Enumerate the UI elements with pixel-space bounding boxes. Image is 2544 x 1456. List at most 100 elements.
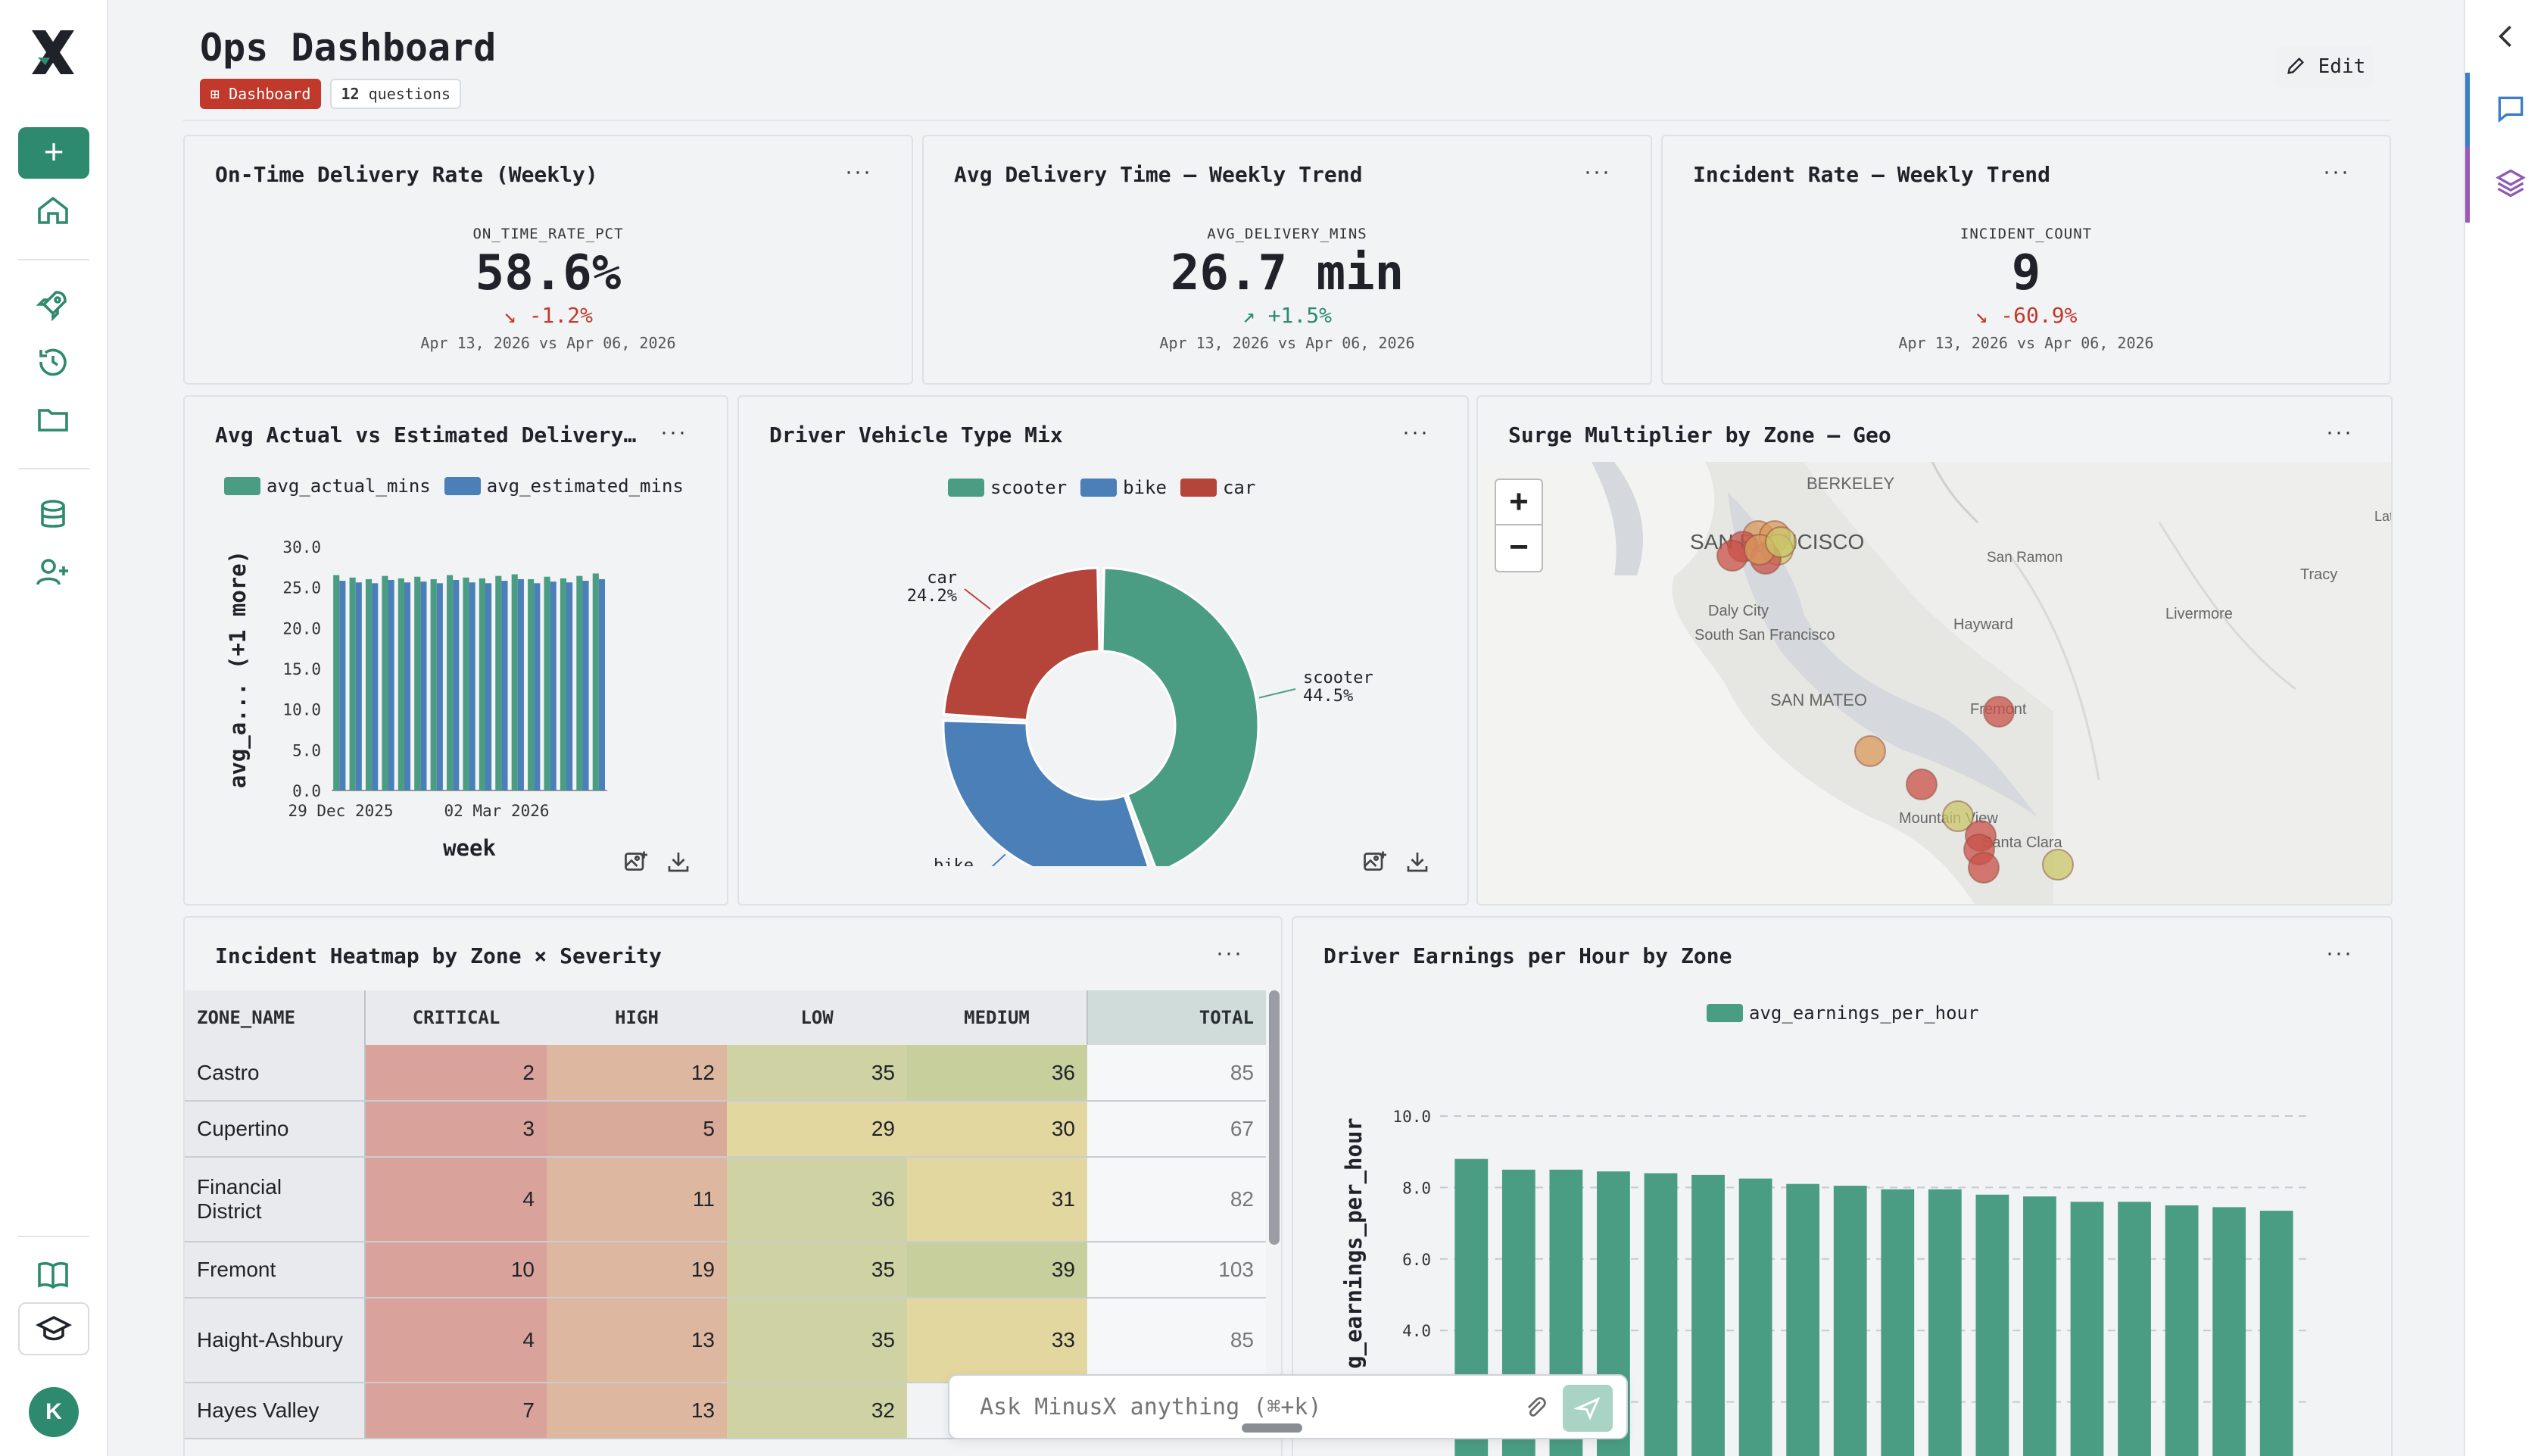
zone-cell: Cupertino [185,1101,366,1158]
column-header[interactable]: LOW [727,990,907,1045]
send-button[interactable] [1563,1385,1613,1432]
database-icon[interactable] [35,497,71,533]
table-row[interactable]: Fremont 10 19 35 39 103 [185,1242,1266,1299]
donut-slice-bike [942,719,1150,866]
earnings-bar [2023,1196,2056,1456]
earnings-bar [2165,1205,2199,1456]
slice-leader-line [1258,688,1296,699]
earnings-bar [1833,1186,1867,1456]
legend-item[interactable]: avg_estimated_mins [444,475,684,497]
rocket-icon[interactable] [35,286,71,323]
chart-card-earnings: Driver Earnings per Hour by Zone ··· avg… [1292,916,2393,1456]
more-menu-button[interactable]: ··· [1216,940,1243,965]
right-rail [2464,0,2544,1456]
legend-item[interactable]: car [1180,477,1255,498]
legend-item[interactable]: bike [1080,477,1167,498]
zoom-in-button[interactable]: + [1496,480,1542,525]
table-row[interactable]: Financial District 4 11 36 31 82 [185,1157,1266,1242]
collapse-rail-button[interactable] [2465,0,2544,76]
map-label: Tracy [2300,566,2338,583]
legend-item[interactable]: scooter [948,477,1067,498]
bar-actual [544,576,550,790]
bar-actual [495,575,502,790]
download-icon[interactable] [665,848,692,875]
table-row[interactable]: Cupertino 3 5 29 30 67 [185,1101,1266,1158]
total-cell: 85 [1087,1298,1266,1383]
history-icon[interactable] [35,344,71,380]
bar-estimated [388,580,394,790]
book-icon[interactable] [35,1257,71,1293]
zoom-out-button[interactable]: − [1509,528,1529,566]
card-title: Avg Delivery Time — Weekly Trend [954,162,1363,187]
more-menu-button[interactable]: ··· [845,159,872,184]
minusx-logo[interactable] [27,27,79,77]
map-canvas[interactable]: + − BERKELEY SAN FRANCISCO Daly City Sou… [1478,462,2391,904]
trend-up-icon: ↗ [1242,303,1255,328]
add-user-icon[interactable] [35,554,71,591]
paperclip-icon[interactable] [1522,1394,1549,1421]
chat-input[interactable] [980,1394,1495,1420]
card-title: Avg Actual vs Estimated Delivery… [215,422,637,447]
earnings-bar [2118,1202,2151,1456]
y-axis-label: avg_a... (+1 more) [225,550,251,788]
resize-handle[interactable] [1242,1423,1302,1433]
y-tick-label: 15.0 [282,660,321,678]
earnings-bar [1691,1174,1725,1456]
download-icon[interactable] [1404,848,1431,875]
zone-cell: Financial District [185,1157,366,1242]
zoom-control: + − [1495,479,1543,572]
more-menu-button[interactable]: ··· [1402,419,1429,444]
column-header[interactable]: MEDIUM [907,990,1087,1045]
donut-slice-scooter [1101,566,1260,866]
legend-item[interactable]: avg_earnings_per_hour [1707,1002,1978,1024]
column-header[interactable]: HIGH [547,990,727,1045]
zone-cell: Fremont [185,1242,366,1299]
edit-button[interactable]: Edit [2276,45,2373,88]
kpi-label: INCIDENT_COUNT [1959,226,2093,242]
folder-icon[interactable] [35,401,71,438]
table-row[interactable]: Haight-Ashbury 4 13 35 33 85 [185,1298,1266,1383]
earnings-bar [2212,1207,2246,1456]
y-tick-label: 25.0 [282,579,321,597]
image-export-icon[interactable] [622,848,650,875]
chart-legend: avg_actual_mins avg_estimated_mins [224,475,684,497]
card-title: Incident Rate — Weekly Trend [1693,162,2051,187]
table-scrollbar[interactable] [1269,990,1280,1245]
chat-tab[interactable] [2465,73,2544,148]
zone-cell: Hayes Valley [185,1383,366,1439]
kpi-card-on-time: On-Time Delivery Rate (Weekly) ··· ON_TI… [183,135,913,385]
heat-cell: 19 [547,1242,727,1299]
y-tick-label: 8.0 [1402,1179,1431,1197]
bar-estimated [517,578,524,790]
user-avatar[interactable]: K [29,1387,79,1437]
chart-legend: avg_earnings_per_hour [1707,1002,1978,1024]
table-row[interactable]: Castro 2 12 35 36 85 [185,1045,1266,1102]
bar-estimated [566,582,573,790]
heat-cell: 32 [727,1383,907,1439]
layers-tab[interactable] [2465,147,2544,223]
new-button[interactable]: + [18,127,89,179]
more-menu-button[interactable]: ··· [2323,159,2350,184]
bar-estimated [404,582,411,790]
slice-label: scooter [1303,669,1373,687]
chart-legend: scooter bike car [948,477,1255,498]
learn-button[interactable] [18,1302,89,1355]
more-menu-button[interactable]: ··· [2326,940,2353,965]
column-header[interactable]: TOTAL [1086,990,1266,1045]
more-menu-button[interactable]: ··· [660,419,687,444]
chevron-left-icon [2499,25,2511,48]
graduation-cap-icon [35,1311,73,1348]
image-export-icon[interactable] [1361,848,1389,875]
more-menu-button[interactable]: ··· [2326,419,2353,444]
more-menu-button[interactable]: ··· [1584,159,1611,184]
kpi-card-incident: Incident Rate — Weekly Trend ··· INCIDEN… [1661,135,2391,385]
kpi-value: 9 [2011,245,2041,301]
card-title: Surge Multiplier by Zone — Geo [1508,422,1891,447]
column-header[interactable]: ZONE_NAME [185,990,366,1045]
heat-cell: 13 [547,1298,727,1383]
column-header[interactable]: CRITICAL [365,990,547,1045]
legend-item[interactable]: avg_actual_mins [224,475,431,497]
bar-estimated [485,583,492,790]
home-icon[interactable] [35,192,71,229]
slice-percent: 24.2% [907,587,957,606]
